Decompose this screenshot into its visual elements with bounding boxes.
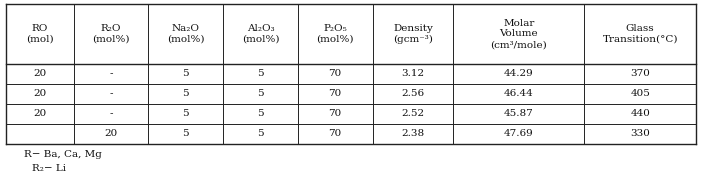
Text: (mol%): (mol%) [241, 35, 279, 44]
Text: 2.52: 2.52 [402, 109, 425, 119]
Text: 20: 20 [33, 109, 46, 119]
Text: Na₂O: Na₂O [172, 24, 200, 33]
Text: 5: 5 [183, 89, 189, 98]
Text: (cm³/mole): (cm³/mole) [491, 40, 548, 50]
Text: 5: 5 [257, 130, 264, 139]
Text: 70: 70 [329, 130, 342, 139]
Text: Molar: Molar [503, 18, 534, 28]
Text: R− Ba, Ca, Mg: R− Ba, Ca, Mg [24, 150, 102, 159]
Text: 5: 5 [257, 89, 264, 98]
Text: P₂O₅: P₂O₅ [324, 24, 347, 33]
Text: 2.56: 2.56 [402, 89, 425, 98]
Text: 5: 5 [183, 130, 189, 139]
Text: 70: 70 [329, 89, 342, 98]
Text: 5: 5 [257, 109, 264, 119]
Text: 5: 5 [183, 109, 189, 119]
Text: (gcm⁻³): (gcm⁻³) [393, 35, 433, 44]
Text: 70: 70 [329, 70, 342, 78]
Text: -: - [110, 89, 113, 98]
Text: 330: 330 [630, 130, 650, 139]
Text: Glass: Glass [626, 24, 654, 33]
Text: 20: 20 [33, 89, 46, 98]
Text: 405: 405 [630, 89, 650, 98]
Text: Transition(°C): Transition(°C) [602, 35, 678, 44]
Text: 47.69: 47.69 [504, 130, 534, 139]
Text: Volume: Volume [500, 29, 538, 39]
Text: (mol%): (mol%) [167, 35, 204, 44]
Text: 2.38: 2.38 [402, 130, 425, 139]
Text: (mol%): (mol%) [317, 35, 354, 44]
Text: 70: 70 [329, 109, 342, 119]
Text: (mol%): (mol%) [93, 35, 130, 44]
Text: 5: 5 [257, 70, 264, 78]
Text: 5: 5 [183, 70, 189, 78]
Text: 440: 440 [630, 109, 650, 119]
Text: 46.44: 46.44 [504, 89, 534, 98]
Text: (mol): (mol) [26, 35, 53, 44]
Text: 20: 20 [105, 130, 118, 139]
Text: 44.29: 44.29 [504, 70, 534, 78]
Text: -: - [110, 70, 113, 78]
Text: 20: 20 [33, 70, 46, 78]
Text: Al₂O₃: Al₂O₃ [246, 24, 274, 33]
Text: 370: 370 [630, 70, 650, 78]
Text: Density: Density [393, 24, 433, 33]
Text: RO: RO [32, 24, 48, 33]
Text: R₂O: R₂O [101, 24, 121, 33]
Text: -: - [110, 109, 113, 119]
Text: 3.12: 3.12 [402, 70, 425, 78]
Text: R₂− Li: R₂− Li [32, 164, 66, 173]
Text: 45.87: 45.87 [504, 109, 534, 119]
